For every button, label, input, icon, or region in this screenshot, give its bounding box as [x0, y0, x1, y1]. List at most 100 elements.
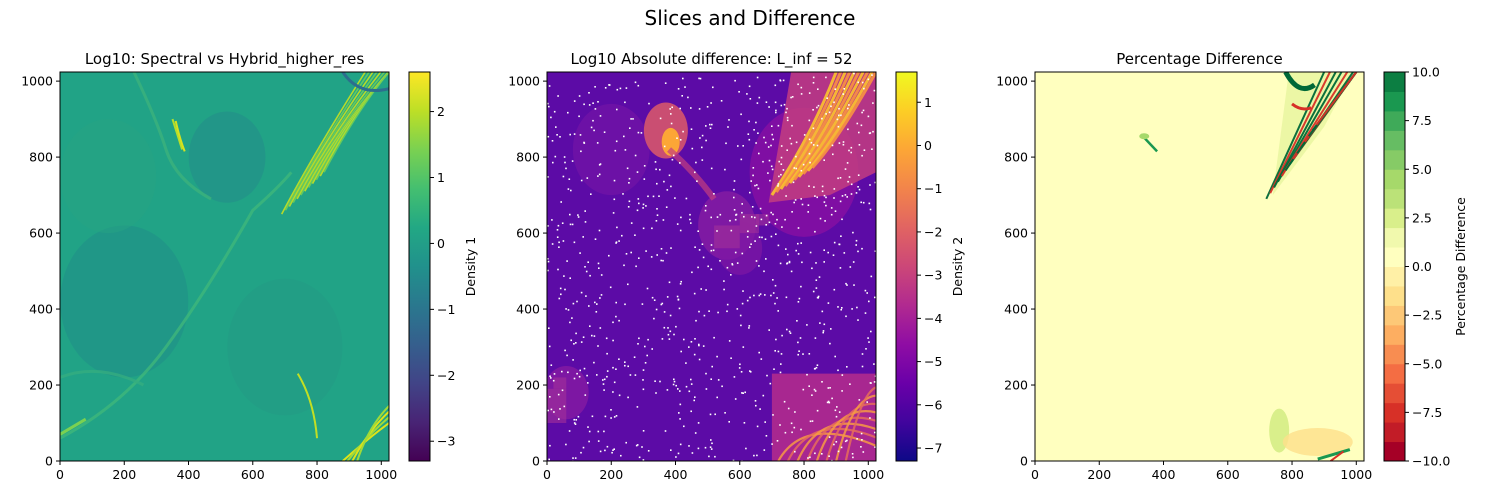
zero-speckle [803, 134, 806, 136]
zero-speckle [759, 207, 762, 210]
zero-speckle [788, 260, 791, 263]
zero-speckle [741, 203, 743, 205]
zero-speckle [613, 198, 616, 201]
filament [60, 417, 87, 436]
zero-speckle [569, 133, 571, 136]
zero-speckle [557, 393, 560, 396]
colorbar-frame [895, 71, 918, 462]
zero-speckle [776, 440, 779, 442]
zero-speckle [748, 138, 751, 141]
zero-speckle [810, 141, 813, 144]
zero-speckle [597, 101, 599, 103]
zero-speckle [588, 430, 591, 433]
zero-speckle [670, 122, 673, 125]
zero-speckle [547, 135, 550, 138]
zero-speckle [766, 374, 768, 377]
zero-speckle [808, 119, 811, 122]
y-tick-label: 600 [29, 226, 53, 241]
zero-speckle [780, 104, 783, 107]
bright-streak [825, 402, 876, 461]
zero-speckle [858, 131, 860, 134]
zero-speckle [693, 292, 696, 295]
difference-streak [1291, 102, 1312, 111]
zero-speckle [578, 95, 581, 97]
zero-speckle [670, 185, 672, 188]
zero-speckle [829, 387, 831, 389]
zero-speckle [768, 159, 771, 162]
zero-speckle [800, 93, 803, 95]
zero-speckle [795, 249, 797, 252]
zero-speckle [755, 404, 757, 407]
zero-speckle [847, 128, 849, 131]
zero-speckle [588, 104, 591, 106]
difference-block [553, 377, 567, 389]
zero-speckle [821, 453, 823, 455]
zero-speckle [767, 146, 770, 148]
zero-speckle [750, 180, 752, 182]
zero-speckle [817, 297, 819, 299]
zero-speckle [628, 177, 631, 180]
zero-speckle [857, 81, 859, 84]
zero-speckle [551, 140, 554, 142]
zero-speckle [583, 141, 585, 144]
zero-speckle [637, 343, 639, 345]
zero-speckle [693, 353, 696, 356]
zero-speckle [711, 365, 713, 368]
zero-speckle [797, 301, 800, 303]
zero-speckle [669, 314, 672, 317]
bright-streak [806, 72, 874, 172]
zero-speckle [769, 179, 771, 182]
zero-speckle [698, 77, 700, 80]
zero-speckle [582, 336, 585, 338]
zero-speckle [672, 383, 675, 386]
zero-speckle [874, 431, 876, 434]
zero-speckle [841, 374, 844, 376]
zero-speckle [762, 160, 764, 163]
zero-speckle [616, 88, 619, 91]
zero-speckle [855, 192, 858, 194]
zero-speckle [858, 144, 861, 146]
zero-speckle [756, 425, 759, 428]
zero-speckle [642, 459, 645, 461]
zero-speckle [733, 376, 736, 378]
zero-speckle [575, 419, 577, 421]
zero-speckle [777, 183, 780, 185]
zero-speckle [862, 451, 865, 453]
zero-speckle [663, 180, 665, 183]
zero-speckle [550, 364, 553, 366]
zero-speckle [772, 414, 774, 416]
zero-speckle [750, 243, 752, 245]
zero-speckle [701, 134, 704, 137]
zero-speckle [604, 87, 607, 89]
zero-speckle [702, 345, 705, 347]
zero-speckle [637, 131, 640, 134]
zero-speckle [642, 388, 645, 391]
zero-speckle [782, 169, 785, 171]
zero-speckle [719, 213, 722, 216]
zero-speckle [684, 86, 686, 88]
zero-speckle [654, 161, 657, 163]
zero-speckle [677, 298, 680, 301]
zero-speckle [874, 446, 876, 448]
zero-speckle [710, 268, 713, 271]
zero-speckle [839, 200, 842, 203]
zero-speckle [809, 420, 812, 423]
zero-speckle [685, 362, 687, 364]
zero-speckle [868, 202, 871, 205]
zero-speckle [800, 428, 802, 431]
zero-speckle [726, 303, 729, 306]
zero-speckle [831, 459, 833, 461]
zero-speckle [861, 81, 864, 84]
bright-streak [844, 386, 876, 461]
colorbar-band [1384, 169, 1405, 190]
zero-speckle [635, 265, 637, 268]
zero-speckle [754, 400, 757, 402]
zero-speckle [726, 310, 728, 313]
zero-speckle [787, 253, 789, 256]
zero-speckle [604, 415, 607, 418]
x-tick-label: 400 [177, 467, 201, 482]
zero-speckle [635, 444, 638, 447]
zero-speckle [705, 289, 707, 291]
zero-speckle [716, 230, 718, 232]
striped-filament [323, 72, 389, 173]
